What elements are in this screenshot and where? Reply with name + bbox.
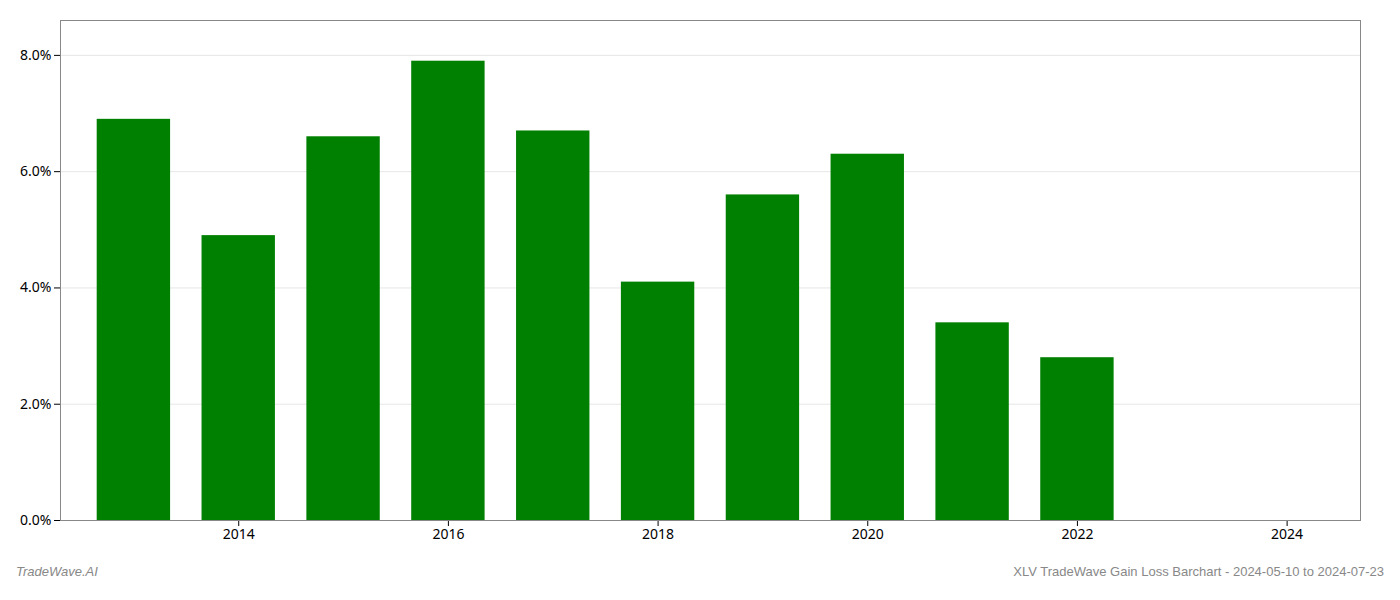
svg-text:6.0%: 6.0% <box>20 161 51 180</box>
svg-text:2.0%: 2.0% <box>20 394 51 413</box>
svg-text:0.0%: 0.0% <box>20 510 51 529</box>
svg-text:4.0%: 4.0% <box>20 277 51 296</box>
svg-text:2022: 2022 <box>1061 524 1093 543</box>
svg-text:2016: 2016 <box>432 524 464 543</box>
svg-text:2018: 2018 <box>642 524 674 543</box>
svg-text:2020: 2020 <box>852 524 884 543</box>
html-text:XLV TradeWave Gain Loss Barcha: XLV TradeWave Gain Loss Barchart - 2024-… <box>1013 564 1384 579</box>
svg-text:2014: 2014 <box>223 524 255 543</box>
html-text:TradeWave.AI: TradeWave.AI <box>16 564 98 579</box>
svg-text:8.0%: 8.0% <box>20 45 51 64</box>
svg-text:2024: 2024 <box>1271 524 1303 543</box>
